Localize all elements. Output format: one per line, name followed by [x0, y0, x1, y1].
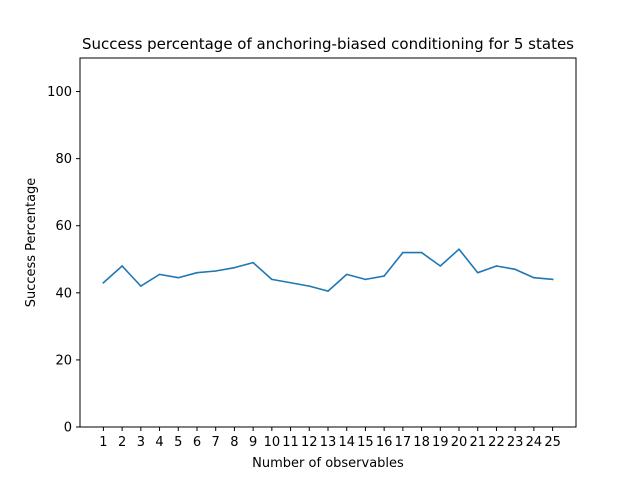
y-axis-ticks: 0 20 40 60 80 100 [47, 85, 80, 436]
x-axis-label: Number of observables [252, 456, 404, 471]
x-tick-label: 22 [488, 435, 505, 450]
x-tick-label: 12 [301, 435, 318, 450]
x-tick-label: 4 [155, 435, 163, 450]
x-tick-label: 14 [338, 435, 355, 450]
y-tick-label: 100 [47, 85, 72, 100]
data-point [177, 276, 180, 279]
x-axis-ticks: 1 2 3 4 5 6 7 8 9 10 11 12 13 14 15 16 17 18 19 20 21 22 23 24 2… [99, 427, 561, 450]
x-tick-label: 5 [174, 435, 182, 450]
data-point [327, 290, 329, 292]
y-tick-label: 0 [64, 421, 72, 436]
x-tick-label: 1 [99, 435, 107, 450]
data-point [271, 278, 273, 281]
x-tick-label: 3 [137, 435, 145, 450]
data-point [533, 276, 535, 279]
x-tick-label: 25 [544, 435, 561, 450]
x-tick-label: 6 [193, 435, 201, 450]
data-point [476, 271, 479, 274]
x-tick-label: 23 [507, 435, 524, 450]
x-tick-label: 16 [376, 435, 393, 450]
chart-title: Success percentage of anchoring-biased c… [82, 35, 574, 53]
x-tick-label: 11 [282, 435, 299, 450]
y-tick-label: 20 [55, 353, 72, 368]
x-tick-label: 8 [230, 435, 238, 450]
y-tick-label: 60 [55, 219, 72, 234]
x-tick-label: 18 [413, 435, 430, 450]
y-tick-label: 80 [55, 152, 72, 167]
data-point [383, 275, 385, 277]
x-tick-label: 9 [249, 435, 257, 450]
x-tick-label: 10 [264, 435, 281, 450]
data-point [140, 285, 142, 287]
data-point [402, 251, 404, 254]
data-point [252, 261, 254, 264]
data-point [420, 251, 423, 254]
plot-frame [79, 57, 577, 428]
data-point [289, 281, 292, 284]
data-point [158, 273, 161, 276]
data-point [196, 271, 198, 274]
x-tick-label: 17 [395, 435, 412, 450]
x-tick-label: 2 [118, 435, 126, 450]
x-tick-label: 7 [212, 435, 220, 450]
x-tick-label: 19 [432, 435, 449, 450]
data-point [102, 281, 105, 284]
x-tick-label: 21 [469, 435, 486, 450]
data-point [345, 273, 348, 276]
data-point [214, 270, 217, 272]
data-point [233, 266, 236, 269]
data-point [439, 265, 442, 267]
data-point [308, 285, 311, 287]
y-tick-label: 40 [55, 286, 72, 301]
y-axis-label: Success Percentage [24, 178, 39, 308]
x-tick-label: 15 [357, 435, 374, 450]
x-tick-label: 24 [526, 435, 543, 450]
data-point [458, 248, 460, 251]
x-tick-label: 20 [451, 435, 468, 450]
x-tick-label: 13 [320, 435, 337, 450]
data-point [121, 265, 123, 267]
data-point [551, 278, 554, 281]
data-point [364, 278, 367, 281]
series-group [102, 248, 554, 292]
data-point [495, 265, 498, 267]
data-point [514, 268, 516, 271]
